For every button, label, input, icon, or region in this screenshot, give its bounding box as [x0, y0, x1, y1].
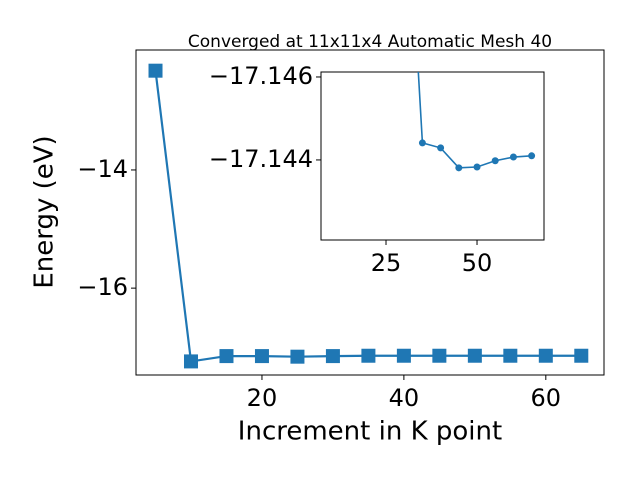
data-point — [418, 139, 426, 147]
data-point — [574, 348, 589, 363]
data-point — [491, 157, 499, 165]
data-point — [290, 349, 305, 364]
data-point — [455, 164, 463, 172]
data-point — [183, 354, 198, 369]
data-point — [148, 63, 163, 78]
data-point — [538, 348, 553, 363]
plot-area — [417, 72, 536, 172]
data-point — [528, 152, 536, 160]
data-point — [437, 144, 445, 152]
y-tick-label: −17.146 — [209, 62, 313, 90]
plot-area — [148, 63, 589, 369]
chart-title: Converged at 11x11x4 Automatic Mesh 40 — [188, 32, 552, 52]
x-tick-label: 25 — [371, 249, 402, 277]
data-point — [473, 163, 481, 171]
data-point — [396, 348, 411, 363]
data-point — [361, 348, 376, 363]
x-tick-label: 60 — [531, 384, 562, 412]
x-tick-label: 50 — [462, 249, 493, 277]
data-point — [325, 349, 340, 364]
data-point — [219, 349, 234, 364]
y-tick-label: −16 — [77, 273, 128, 301]
y-tick-label: −14 — [77, 155, 128, 183]
data-point — [503, 348, 518, 363]
y-axis-label: Energy (eV) — [30, 135, 60, 288]
x-axis-label: Increment in K point — [238, 417, 502, 447]
data-point — [467, 348, 482, 363]
data-point — [509, 153, 517, 161]
data-point — [432, 348, 447, 363]
axes-frame — [320, 71, 545, 241]
x-tick-label: 40 — [389, 384, 420, 412]
data-point — [254, 349, 269, 364]
x-tick-label: 20 — [247, 384, 278, 412]
y-tick-label: −17.144 — [209, 145, 313, 173]
